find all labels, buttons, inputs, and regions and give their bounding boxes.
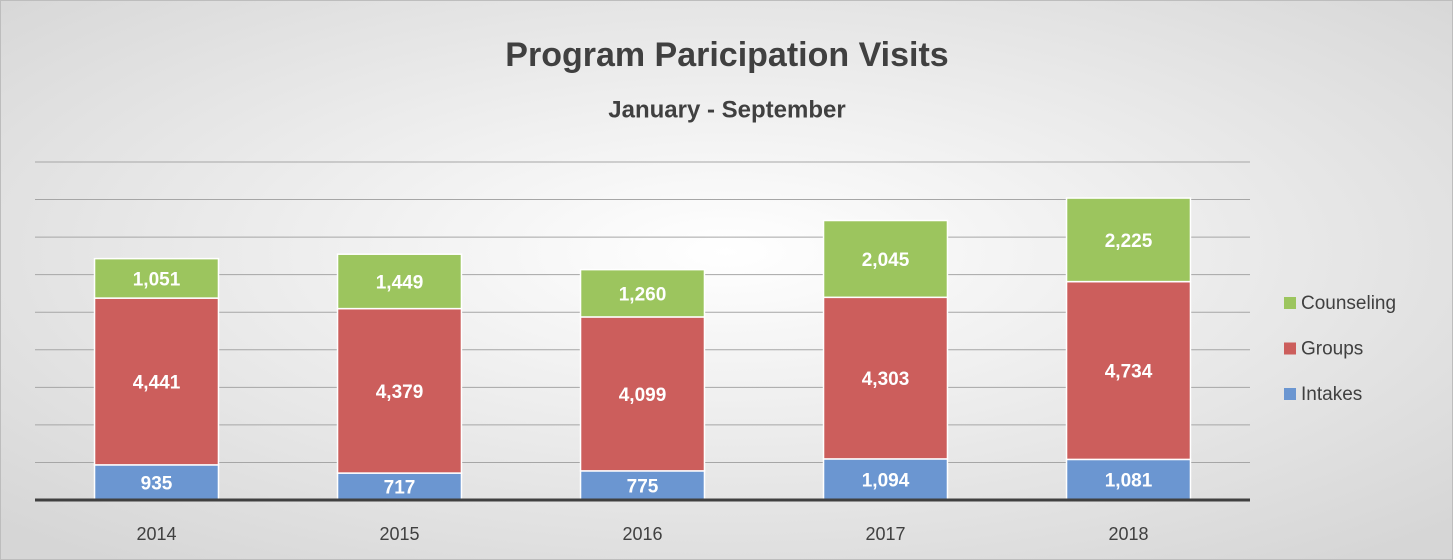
x-tick-label: 2016 [622,524,662,544]
data-label: 4,379 [376,382,424,403]
bar-segment [579,316,706,472]
x-tick-label: 2018 [1108,524,1148,544]
legend-swatch [1284,342,1296,355]
legend-label: Counseling [1301,293,1396,314]
data-label: 935 [141,473,173,494]
data-label: 2,225 [1105,231,1153,252]
bar-segment [1065,197,1192,283]
legend-swatch [1284,297,1296,309]
data-label: 775 [627,476,659,497]
bar-segment [336,307,463,474]
data-label: 2,045 [862,250,910,271]
x-tick-label: 2017 [865,524,905,544]
bar-segment [336,472,463,501]
chart-title: Program Paricipation Visits [505,36,948,74]
x-tick-label: 2015 [379,524,419,544]
data-label: 1,094 [862,470,910,491]
legend-label: Groups [1301,339,1363,360]
data-label: 4,099 [619,385,667,406]
bar-segment [93,257,220,299]
bar-segment [336,253,463,310]
data-label: 4,441 [133,373,181,394]
bar-segment [822,219,949,299]
bar-segment [579,268,706,318]
chart-subtitle: January - September [608,96,845,123]
legend-label: Intakes [1301,384,1362,405]
data-label: 1,449 [376,272,424,293]
x-tick-label: 2014 [136,524,176,544]
bar-segment [93,297,220,466]
legend-swatch [1284,388,1296,400]
data-label: 1,260 [619,284,667,305]
bar-segment [822,296,949,460]
data-label: 717 [384,478,416,499]
data-label: 4,303 [862,369,910,390]
data-label: 1,081 [1105,471,1153,492]
data-label: 4,734 [1105,362,1153,383]
data-label: 1,051 [133,269,181,290]
